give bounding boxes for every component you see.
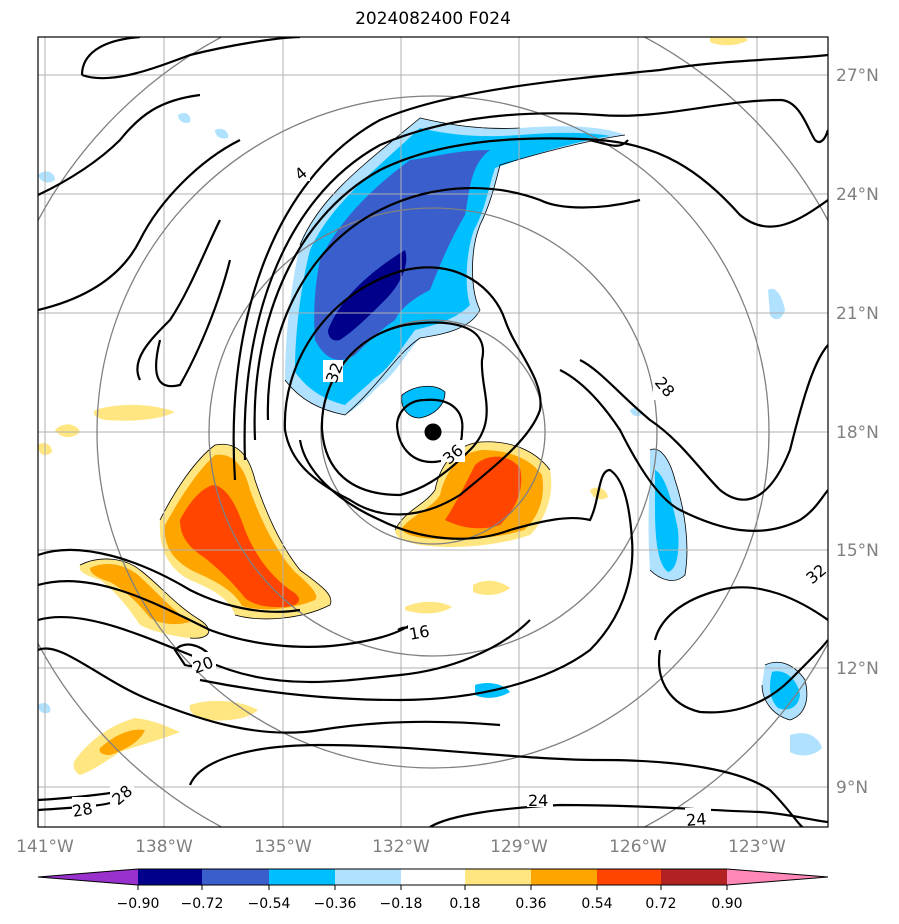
thick-contours (38, 37, 828, 827)
colorbar-segment (401, 869, 465, 885)
colorbar-segment (531, 869, 597, 885)
lon-label-138w: 138°W (135, 837, 193, 857)
map-title: 2024082400 F024 (355, 9, 511, 29)
lat-label-21n: 21°N (836, 304, 879, 324)
colorbar-segment (335, 869, 401, 885)
lat-label-27n: 27°N (836, 66, 879, 86)
colorbar-tick-label: −0.54 (248, 896, 291, 912)
colorbar-tick-label: 0.18 (449, 896, 480, 912)
lon-label-132w: 132°W (372, 837, 430, 857)
negative-shading (38, 112, 822, 756)
longitude-labels: 141°W 138°W 135°W 132°W 129°W 126°W 123°… (16, 837, 786, 857)
colorbar-tick-label: 0.72 (645, 896, 676, 912)
colorbar-segment (138, 869, 202, 885)
lon-label-123w: 123°W (728, 837, 786, 857)
colorbar: −0.90 −0.72 −0.54 −0.36 −0.18 0.18 0.36 … (37, 868, 829, 912)
colorbar-tick-label: −0.72 (181, 896, 224, 912)
lat-label-9n: 9°N (836, 778, 868, 798)
lon-label-129w: 129°W (490, 837, 548, 857)
colorbar-max-extend (727, 869, 828, 885)
colorbar-tick-label: −0.90 (117, 896, 160, 912)
colorbar-tick-label: −0.18 (380, 896, 423, 912)
lat-label-24n: 24°N (836, 185, 879, 205)
lon-label-126w: 126°W (609, 837, 667, 857)
colorbar-tick-label: 0.54 (581, 896, 612, 912)
lat-label-18n: 18°N (836, 423, 879, 443)
colorbar-tick-label: 0.90 (711, 896, 742, 912)
contour-label: 24 (685, 809, 707, 830)
map-field: 4 32 36 28 32 16 20 28 28 24 24 (38, 37, 828, 830)
colorbar-tick-label: −0.36 (314, 896, 357, 912)
range-rings (38, 37, 828, 827)
colorbar-tick-label: 0.36 (515, 896, 546, 912)
colorbar-segment (269, 869, 335, 885)
colorbar-segment (202, 869, 269, 885)
contour-label: 28 (71, 799, 94, 821)
colorbar-min-extend (38, 869, 138, 885)
colorbar-segment (465, 869, 531, 885)
lat-label-15n: 15°N (836, 541, 879, 561)
lat-label-12n: 12°N (836, 659, 879, 679)
lon-label-141w: 141°W (16, 837, 74, 857)
contour-label: 16 (408, 622, 431, 644)
storm-center-marker (424, 423, 442, 441)
map-frame (37, 36, 829, 828)
colorbar-segment (661, 869, 727, 885)
grid-lines (38, 37, 828, 827)
latitude-labels: 27°N 24°N 21°N 18°N 15°N 12°N 9°N (836, 66, 879, 798)
contour-label: 24 (528, 791, 548, 810)
thin-contours (79, 117, 808, 721)
lon-label-135w: 135°W (254, 837, 312, 857)
colorbar-segment (597, 869, 661, 885)
